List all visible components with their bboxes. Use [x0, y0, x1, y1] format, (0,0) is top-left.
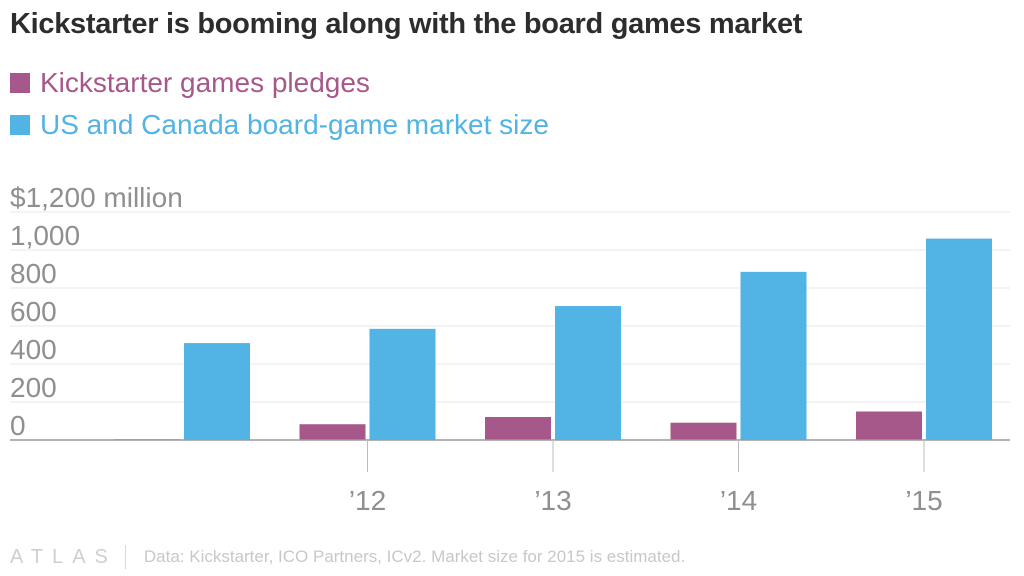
legend-swatch-kickstarter [10, 73, 30, 93]
atlas-logo: ATLAS [10, 545, 117, 568]
bar-market [369, 328, 436, 440]
bar-market [555, 306, 621, 440]
x-tick-label: ’13 [534, 485, 571, 516]
legend-item-kickstarter: Kickstarter games pledges [10, 62, 549, 104]
y-tick-label: $1,200 million [10, 182, 183, 213]
y-tick-label: 800 [10, 258, 57, 289]
bar-kickstarter [485, 417, 551, 440]
y-tick-label: 1,000 [10, 220, 80, 251]
x-tick-label: ’15 [905, 485, 942, 516]
y-tick-label: 600 [10, 296, 57, 327]
y-tick-label: 0 [10, 410, 26, 441]
bar-kickstarter [670, 422, 737, 440]
bar-market [926, 238, 992, 440]
bar-market [184, 343, 250, 440]
legend-item-market: US and Canada board-game market size [10, 104, 549, 146]
source-note: Data: Kickstarter, ICO Partners, ICv2. M… [143, 547, 686, 566]
x-tick-label: ’12 [349, 485, 386, 516]
footer: ATLAS Data: Kickstarter, ICO Partners, I… [10, 544, 685, 570]
chart-title: Kickstarter is booming along with the bo… [10, 8, 803, 40]
y-tick-label: 200 [10, 372, 57, 403]
legend-label-kickstarter: Kickstarter games pledges [40, 67, 370, 98]
legend-swatch-market [10, 115, 30, 135]
x-tick-label: ’14 [720, 485, 757, 516]
legend-label-market: US and Canada board-game market size [40, 109, 549, 140]
footer-divider [124, 545, 126, 569]
y-tick-label: 400 [10, 334, 57, 365]
bar-kickstarter [299, 424, 366, 440]
bar-kickstarter [856, 411, 922, 440]
bar-market [740, 271, 807, 440]
chart-legend: Kickstarter games pledges US and Canada … [10, 62, 549, 146]
